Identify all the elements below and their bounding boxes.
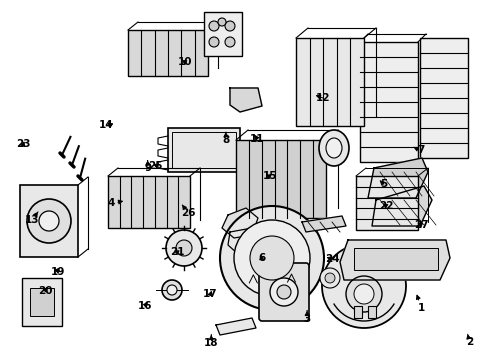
Circle shape xyxy=(162,280,182,300)
Polygon shape xyxy=(367,158,427,198)
Polygon shape xyxy=(222,208,258,238)
Bar xyxy=(353,306,361,318)
Bar xyxy=(108,176,190,228)
Circle shape xyxy=(269,278,297,306)
Text: 8: 8 xyxy=(222,132,229,145)
Text: 23: 23 xyxy=(16,139,31,149)
Bar xyxy=(128,30,207,76)
Text: 10: 10 xyxy=(177,57,192,67)
Bar xyxy=(203,12,242,56)
Circle shape xyxy=(208,37,219,47)
FancyBboxPatch shape xyxy=(259,263,308,321)
Circle shape xyxy=(176,240,192,256)
Text: 22: 22 xyxy=(378,201,393,211)
Bar xyxy=(30,288,54,316)
Text: 18: 18 xyxy=(203,335,218,348)
Circle shape xyxy=(208,21,219,31)
Circle shape xyxy=(346,276,381,312)
Text: 3: 3 xyxy=(303,311,310,324)
Bar xyxy=(168,128,240,172)
Text: 17: 17 xyxy=(203,289,217,300)
Bar xyxy=(355,176,417,230)
Bar xyxy=(359,42,417,162)
Circle shape xyxy=(276,285,290,299)
Text: 15: 15 xyxy=(262,171,277,181)
Circle shape xyxy=(220,206,324,310)
Polygon shape xyxy=(227,228,258,254)
Polygon shape xyxy=(229,88,262,112)
Text: 11: 11 xyxy=(249,134,264,144)
Bar xyxy=(172,132,236,168)
Polygon shape xyxy=(339,240,449,280)
Text: 21: 21 xyxy=(169,247,184,257)
Text: 14: 14 xyxy=(99,120,114,130)
Text: 9: 9 xyxy=(144,161,151,174)
Circle shape xyxy=(167,285,177,295)
Circle shape xyxy=(218,18,225,26)
Text: 24: 24 xyxy=(325,254,339,264)
Ellipse shape xyxy=(318,130,348,166)
Ellipse shape xyxy=(325,138,341,158)
Circle shape xyxy=(224,21,235,31)
Circle shape xyxy=(249,236,293,280)
Bar xyxy=(419,38,467,158)
Polygon shape xyxy=(216,318,256,335)
Bar xyxy=(236,140,325,218)
Text: 26: 26 xyxy=(181,205,195,218)
Text: 12: 12 xyxy=(315,93,329,103)
Circle shape xyxy=(353,284,373,304)
Text: 7: 7 xyxy=(413,145,424,156)
Polygon shape xyxy=(302,216,346,232)
Bar xyxy=(22,278,62,326)
Circle shape xyxy=(319,268,339,288)
Text: 20: 20 xyxy=(38,286,52,296)
Bar xyxy=(295,38,363,126)
Bar xyxy=(20,185,78,257)
Circle shape xyxy=(224,37,235,47)
Circle shape xyxy=(39,211,59,231)
Text: 6: 6 xyxy=(258,253,264,264)
Circle shape xyxy=(165,230,202,266)
Text: 2: 2 xyxy=(465,334,472,347)
Circle shape xyxy=(321,244,405,328)
Circle shape xyxy=(325,273,334,283)
Text: 16: 16 xyxy=(137,301,152,311)
Text: 5: 5 xyxy=(380,179,386,189)
Bar xyxy=(367,306,375,318)
Text: 1: 1 xyxy=(416,295,424,313)
Text: 19: 19 xyxy=(50,267,65,277)
Text: 13: 13 xyxy=(25,212,40,225)
Polygon shape xyxy=(371,186,431,226)
Text: 27: 27 xyxy=(413,220,428,230)
Text: 25: 25 xyxy=(148,161,163,171)
Circle shape xyxy=(234,220,309,296)
Text: 4: 4 xyxy=(107,198,122,208)
Bar xyxy=(353,248,437,270)
Circle shape xyxy=(27,199,71,243)
